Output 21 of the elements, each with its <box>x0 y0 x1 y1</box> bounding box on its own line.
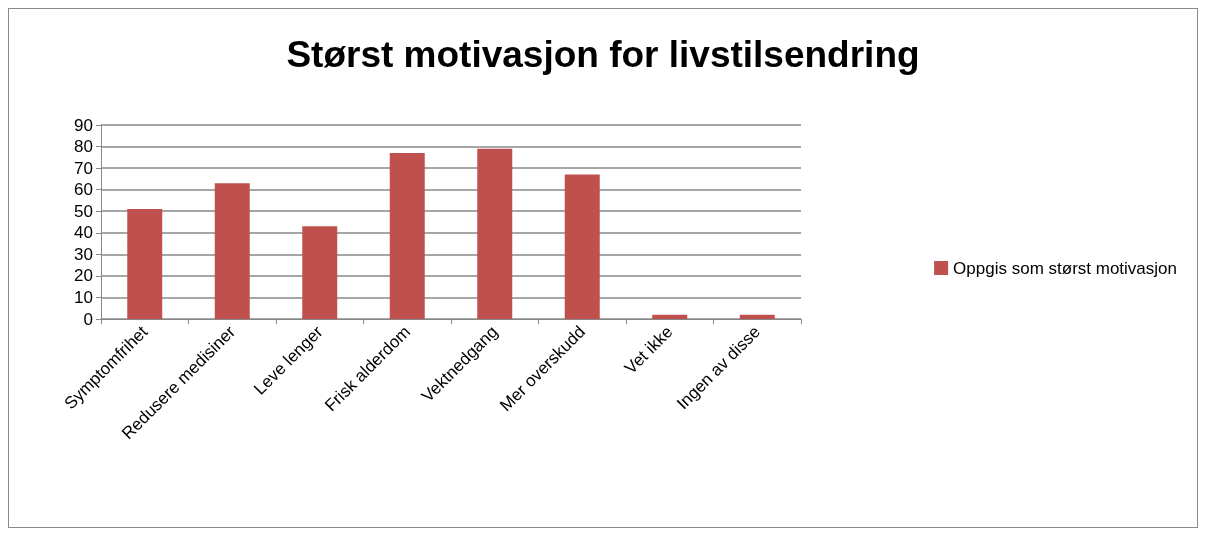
bar <box>214 183 250 319</box>
y-tick-label: 0 <box>83 309 93 329</box>
bar <box>127 209 163 319</box>
bar <box>739 314 775 319</box>
chart-title: Størst motivasjon for livstilsendring <box>286 34 920 75</box>
y-tick-label: 30 <box>74 244 93 264</box>
y-tick-label: 40 <box>74 223 93 243</box>
x-tick-label: Vet ikke <box>620 322 677 378</box>
y-tick-label: 90 <box>74 115 93 135</box>
bar <box>389 153 425 319</box>
bar <box>477 148 513 319</box>
y-tick-label: 80 <box>74 137 93 157</box>
bar <box>652 314 688 319</box>
bar <box>564 174 600 319</box>
y-tick-label: 70 <box>74 158 93 178</box>
y-tick-label: 50 <box>74 201 93 221</box>
y-tick-label: 10 <box>74 287 93 307</box>
bar <box>302 226 338 319</box>
y-tick-label: 20 <box>74 266 93 286</box>
legend-label: Oppgis som størst motivasjon <box>953 258 1178 278</box>
y-tick-label: 60 <box>74 180 93 200</box>
